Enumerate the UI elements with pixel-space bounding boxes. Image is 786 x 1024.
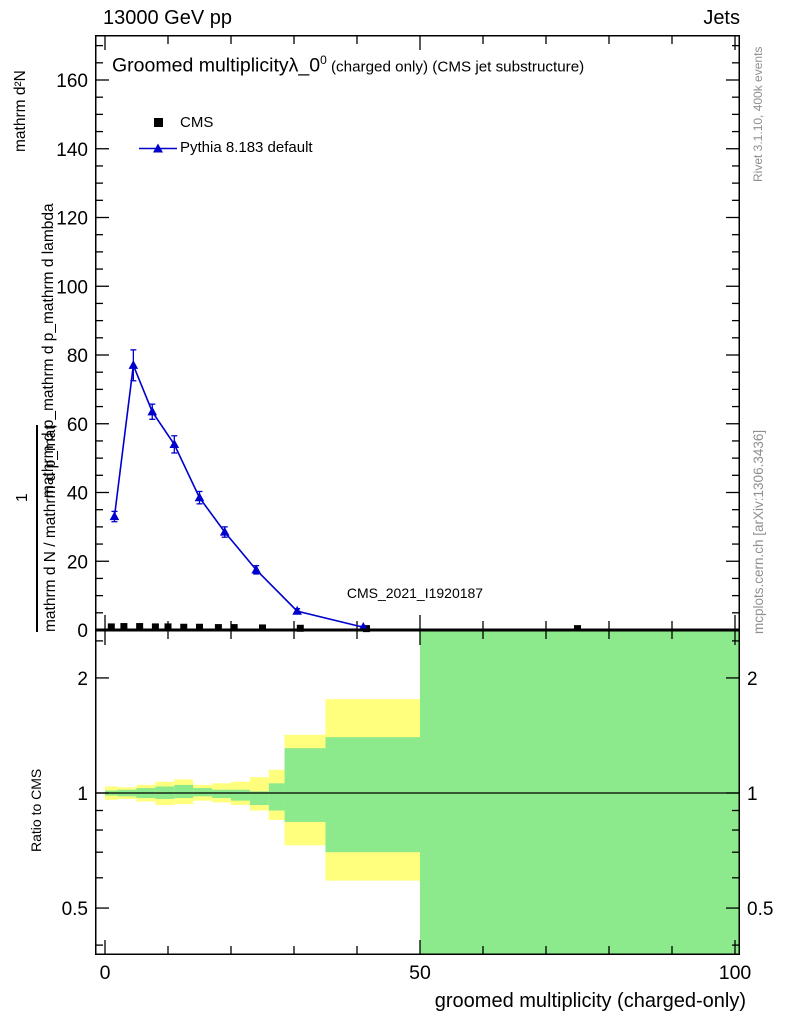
main-plot-panel: CMS_2021_I1920187 0 20 40 60 80 100 120 140 160 xyxy=(56,35,740,642)
rivet-version-note: Rivet 3.1.10, 400k events xyxy=(751,46,765,182)
ratio-frame xyxy=(95,630,740,955)
svg-text:100: 100 xyxy=(719,962,752,984)
svg-text:2: 2 xyxy=(747,669,758,690)
y-axis-label-one: 1 xyxy=(14,493,31,502)
ratio-panel: 0.5 0.5 1 1 2 2 0 50 100 xyxy=(62,630,773,984)
beam-energy-label: 13000 GeV pp xyxy=(103,7,232,29)
svg-text:CMS_2021_I1920187: CMS_2021_I1920187 xyxy=(347,585,483,601)
main-axis-ticks: 0 20 40 60 80 100 120 140 160 xyxy=(56,36,739,642)
svg-text:1: 1 xyxy=(77,784,88,805)
svg-text:1: 1 xyxy=(747,784,758,805)
plot-title-lambda: λ_0 xyxy=(288,54,321,77)
y-axis-fraction-bar xyxy=(36,425,38,632)
y-axis-label-fraction-denominator: mathrm d N / mathrm d p_mathrm d p_mathr… xyxy=(42,425,59,632)
svg-text:60: 60 xyxy=(67,415,88,436)
svg-text:160: 160 xyxy=(56,71,88,92)
svg-text:0.5: 0.5 xyxy=(747,899,773,920)
svg-text:2: 2 xyxy=(77,669,88,690)
mcplots-reference-note: mcplots.cern.ch [arXiv:1306.3436] xyxy=(751,429,766,634)
legend-item-cms: CMS xyxy=(136,110,313,135)
svg-text:100: 100 xyxy=(56,277,88,298)
svg-text:50: 50 xyxy=(409,962,431,984)
main-frame xyxy=(95,35,740,630)
svg-text:40: 40 xyxy=(67,484,88,505)
y-axis-label-numerator: mathrm d²N xyxy=(12,70,29,152)
svg-text:0: 0 xyxy=(77,621,88,642)
legend: CMS Pythia 8.183 default xyxy=(136,110,313,160)
watermark: CMS_2021_I1920187 xyxy=(347,585,483,601)
svg-text:0.5: 0.5 xyxy=(62,899,88,920)
plot-title-superscript: 0 xyxy=(320,53,327,67)
x-axis-label: groomed multiplicity (charged-only) xyxy=(434,990,746,1012)
ratio-y-axis-label: Ratio to CMS xyxy=(28,768,44,852)
analysis-group-label: Jets xyxy=(703,7,740,29)
svg-text:0: 0 xyxy=(100,962,111,984)
cms-square-marker-icon xyxy=(153,118,163,127)
plot-title-main: Groomed multiplicity xyxy=(112,54,289,77)
pythia-series xyxy=(109,349,369,631)
ratio-axis-ticks: 0.5 0.5 1 1 2 2 xyxy=(62,631,773,954)
plot-title-suffix: (charged only) (CMS jet substructure) xyxy=(326,58,585,76)
svg-text:120: 120 xyxy=(56,209,88,230)
legend-label-cms: CMS xyxy=(180,114,214,131)
legend-item-pythia: Pythia 8.183 default xyxy=(136,135,313,160)
svg-text:80: 80 xyxy=(67,346,88,367)
legend-label-pythia: Pythia 8.183 default xyxy=(180,139,313,156)
x-axis-tick-labels: 0 50 100 xyxy=(100,962,752,984)
plot-title: Groomed multiplicityλ_00 (charged only) … xyxy=(112,53,584,78)
svg-text:20: 20 xyxy=(67,552,88,573)
svg-text:140: 140 xyxy=(56,140,88,161)
